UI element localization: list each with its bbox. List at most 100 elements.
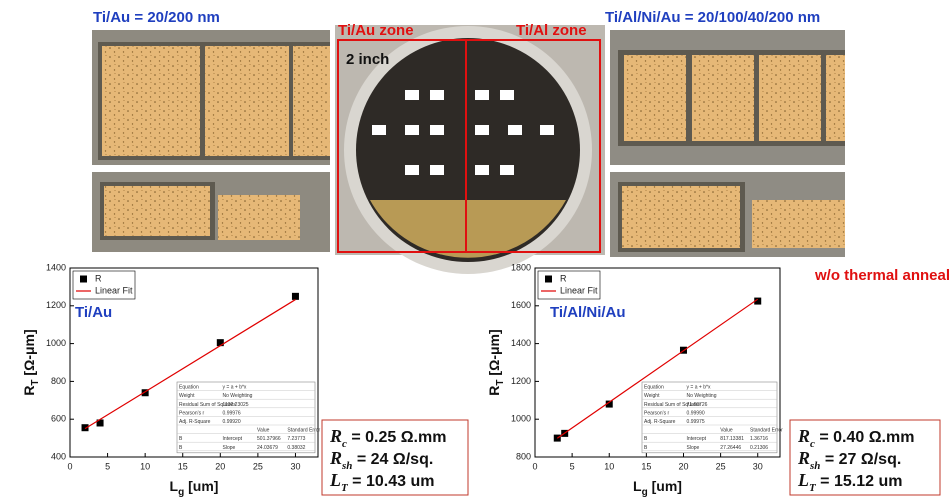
x-tick-label: 5 xyxy=(570,461,575,471)
zone-label: Ti/Al zone xyxy=(516,22,587,39)
table-cell: 0.99920 xyxy=(223,419,241,425)
legend-label: R xyxy=(560,273,567,283)
table-cell: 817.13381 xyxy=(720,436,744,442)
results-box xyxy=(321,419,469,496)
x-axis-label: Lg [um] xyxy=(170,478,219,498)
table-cell: B xyxy=(644,436,648,442)
y-axis-label-part: R xyxy=(21,386,37,396)
x-axis-label: Lg [um] xyxy=(633,478,682,498)
result-value: = 10.43 um xyxy=(348,473,435,490)
table-cell: y = a + b*x xyxy=(687,385,711,391)
result-line: Rc = 0.40 Ω.mm xyxy=(797,426,914,449)
legend-label: R xyxy=(95,273,102,283)
y-tick-label: 1200 xyxy=(511,376,531,386)
result-line: LT = 10.43 um xyxy=(329,470,434,493)
table-cell: Equation xyxy=(644,385,664,391)
annotation: w/o thermal annealing process xyxy=(814,267,951,284)
fit-table xyxy=(176,381,316,454)
fit-table xyxy=(641,381,778,454)
table-cell: 71.60726 xyxy=(687,402,708,408)
result-subscript: c xyxy=(342,438,347,450)
x-tick-label: 30 xyxy=(753,461,763,471)
y-axis-label: RT [Ω-μm] xyxy=(486,329,506,395)
table-cell: B xyxy=(179,436,183,442)
table-cell: 7.23773 xyxy=(287,436,305,442)
photo-left-bottom xyxy=(92,172,330,252)
result-line: Rsh = 24 Ω/sq. xyxy=(329,448,433,471)
x-tick-label: 0 xyxy=(532,461,537,471)
sample-label: Ti/Au xyxy=(75,304,112,321)
result-symbol: R xyxy=(797,426,810,446)
table-cell: Pearson's r xyxy=(644,410,669,416)
sample-label: Ti/Al/Ni/Au xyxy=(550,304,626,321)
table-cell: Intercept xyxy=(687,436,707,442)
table-cell: Residual Sum of Squares xyxy=(644,402,701,408)
y-tick-label: 1000 xyxy=(511,414,531,424)
y-axis-label: RT [Ω-μm] xyxy=(21,329,41,395)
table-cell: Equation xyxy=(179,385,199,391)
y-tick-label: 800 xyxy=(516,451,531,461)
result-subscript: sh xyxy=(341,460,352,472)
x-tick-label: 20 xyxy=(678,461,688,471)
y-axis-label-part: [Ω-μm] xyxy=(486,329,502,379)
result-symbol: R xyxy=(329,448,342,468)
y-axis-label-part: T xyxy=(30,379,41,385)
y-tick-label: 1600 xyxy=(511,300,531,310)
table-cell: Value xyxy=(257,428,270,434)
result-subscript: sh xyxy=(809,460,820,472)
y-tick-label: 1200 xyxy=(46,300,66,310)
data-point xyxy=(216,339,224,347)
data-point xyxy=(291,292,299,300)
data-point xyxy=(81,424,89,432)
table-cell: Adj. R-Square xyxy=(179,419,211,425)
table-cell: Slope xyxy=(687,445,700,451)
data-point xyxy=(96,419,104,427)
photo-right-bottom xyxy=(610,172,845,257)
x-tick-label: 0 xyxy=(67,461,72,471)
result-symbol: L xyxy=(329,470,341,490)
table-cell: Weight xyxy=(179,393,195,399)
table-cell: Weight xyxy=(644,393,660,399)
table-cell: 0.38032 xyxy=(287,445,305,451)
wafer-photo xyxy=(335,25,605,274)
x-axis-label-part: [um] xyxy=(184,478,218,494)
x-tick-label: 10 xyxy=(140,461,150,471)
photo-label: Ti/Au = 20/200 nm xyxy=(93,9,220,26)
x-tick-label: 15 xyxy=(178,461,188,471)
y-tick-label: 1400 xyxy=(46,262,66,272)
result-line: LT = 15.12 um xyxy=(797,470,902,493)
table-cell: 1102.23025 xyxy=(223,402,249,408)
table-cell: Slope xyxy=(223,445,236,451)
y-tick-label: 1000 xyxy=(46,338,66,348)
x-axis-label-part: g xyxy=(642,487,648,498)
y-tick-label: 400 xyxy=(51,451,66,461)
table-cell: 0.99990 xyxy=(687,410,705,416)
table-cell: No Weighting xyxy=(223,393,253,399)
result-subscript: T xyxy=(809,482,817,494)
table-cell: Value xyxy=(720,428,733,434)
x-tick-label: 5 xyxy=(105,461,110,471)
table-cell: Residual Sum of Squares xyxy=(179,402,236,408)
table-cell: Pearson's r xyxy=(179,410,204,416)
table-cell: B xyxy=(179,445,183,451)
result-value: = 27 Ω/sq. xyxy=(820,451,901,468)
result-subscript: c xyxy=(810,438,815,450)
x-axis-label-part: L xyxy=(170,478,179,494)
x-tick-label: 25 xyxy=(253,461,263,471)
table-cell: Standard Error xyxy=(750,428,783,434)
results-box xyxy=(789,419,941,496)
photo-label: Ti/Al/Ni/Au = 20/100/40/200 nm xyxy=(605,9,820,26)
table-cell: y = a + b*x xyxy=(223,385,247,391)
y-tick-label: 800 xyxy=(51,376,66,386)
result-value: = 15.12 um xyxy=(816,473,903,490)
x-tick-label: 30 xyxy=(290,461,300,471)
data-point xyxy=(605,400,613,408)
wafer-size: 2 inch xyxy=(346,51,389,68)
result-line: Rsh = 27 Ω/sq. xyxy=(797,448,901,471)
y-axis-label-part: T xyxy=(495,379,506,385)
y-tick-label: 1800 xyxy=(511,262,531,272)
data-point xyxy=(754,297,762,305)
y-axis-label-part: R xyxy=(486,386,502,396)
x-tick-label: 25 xyxy=(716,461,726,471)
